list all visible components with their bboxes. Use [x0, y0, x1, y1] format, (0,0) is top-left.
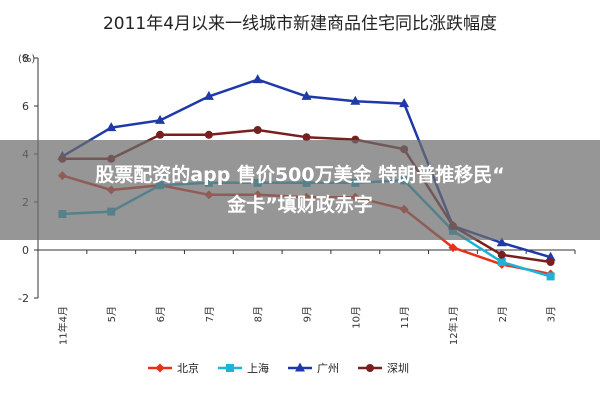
x-tick-label: 8月: [253, 306, 265, 322]
data-point: [252, 74, 263, 84]
chart-title: 2011年4月以来一线城市新建商品住宅同比涨跌幅度: [103, 14, 497, 34]
data-point: [203, 90, 214, 100]
legend-label: 广州: [317, 362, 339, 375]
data-point: [155, 114, 166, 124]
legend-item: 上海: [218, 361, 269, 375]
legend-label: 深圳: [387, 362, 409, 375]
x-tick-label: 7月: [204, 306, 216, 322]
data-point: [399, 98, 410, 108]
legend-item: 广州: [288, 362, 339, 375]
data-point: [253, 126, 262, 134]
x-tick-label: 10月: [350, 306, 362, 329]
data-point: [545, 251, 556, 261]
x-tick-label: 2月: [497, 306, 509, 322]
y-axis-unit-label: (%): [18, 54, 35, 65]
legend-label: 上海: [247, 361, 269, 375]
y-tick-label: -2: [18, 292, 29, 305]
x-tick-label: 9月: [302, 306, 314, 322]
x-tick-label: 11月: [399, 306, 411, 329]
data-point: [350, 95, 361, 105]
data-point: [497, 250, 506, 259]
y-tick-label: 0: [22, 244, 29, 257]
legend-swatch-marker: [366, 364, 374, 372]
y-tick-label: 8: [22, 52, 29, 65]
data-point: [497, 258, 506, 266]
data-point: [301, 90, 312, 100]
data-point: [106, 122, 117, 132]
data-point: [448, 243, 458, 253]
data-point: [302, 133, 311, 142]
legend-swatch-marker: [226, 364, 234, 372]
overlay-headline-line2: 金卡”填财政赤字: [227, 194, 373, 216]
data-point: [546, 272, 555, 281]
data-point: [156, 130, 165, 139]
data-point: [496, 237, 507, 247]
x-tick-label: 12年1月: [447, 306, 460, 345]
legend-label: 北京: [177, 361, 199, 375]
x-tick-label: 3月: [546, 306, 558, 322]
legend-item: 北京: [148, 361, 199, 375]
x-tick-label: 5月: [106, 306, 118, 322]
legend-item: 深圳: [358, 362, 409, 375]
overlay-headline-line1: 股票配资的app 售价500万美金 特朗普推移民“: [95, 164, 505, 186]
x-tick-label: 6月: [155, 306, 167, 322]
y-tick-label: 6: [22, 100, 29, 113]
legend-swatch-marker: [155, 363, 165, 373]
x-tick-label: 11年4月: [56, 306, 69, 345]
overlay-banner: [0, 140, 600, 240]
overlay-headline[interactable]: 股票配资的app 售价500万美金 特朗普推移民“ 金卡”填财政赤字: [0, 160, 600, 220]
data-point: [546, 258, 555, 266]
data-point: [204, 130, 213, 139]
legend-swatch-marker: [295, 362, 305, 372]
